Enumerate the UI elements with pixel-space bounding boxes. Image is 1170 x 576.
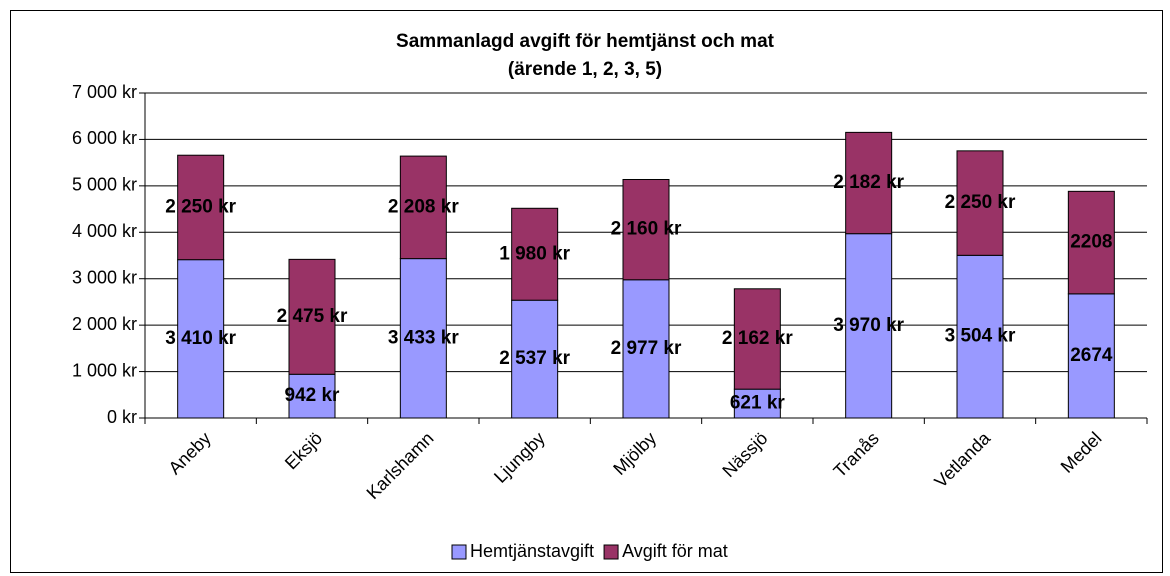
bar-segment: [733, 288, 781, 390]
y-tick-label: 4 000 kr: [72, 221, 137, 241]
bar-segment: [1067, 190, 1115, 295]
value-label: 2 537 kr: [499, 348, 570, 369]
value-label: 621 kr: [730, 393, 786, 414]
chart-title: Sammanlagd avgift för hemtjänst och mat: [396, 31, 775, 52]
value-label: 2 977 kr: [611, 338, 682, 359]
bar-segment: [288, 258, 336, 375]
y-tick-label: 0 kr: [107, 407, 137, 427]
value-label: 2 475 kr: [277, 306, 348, 327]
value-label: 2 250 kr: [945, 192, 1016, 213]
y-tick-label: 5 000 kr: [72, 175, 137, 195]
value-label: 3 433 kr: [388, 327, 459, 348]
value-label: 2 208 kr: [388, 196, 459, 217]
value-label: 3 970 kr: [833, 315, 904, 336]
legend-label: Hemtjänstavgift: [470, 541, 594, 561]
bar-segment: [399, 258, 447, 419]
legend-swatch: [451, 544, 467, 560]
value-label: 3 504 kr: [945, 326, 1016, 347]
bar-segment: [1067, 293, 1115, 419]
chart-subtitle: (ärende 1, 2, 3, 5): [508, 59, 662, 80]
bar-segment: [511, 207, 559, 301]
value-label: 2 162 kr: [722, 328, 793, 349]
bar-segment: [622, 279, 670, 419]
y-tick-label: 3 000 kr: [72, 267, 137, 287]
value-label: 2674: [1070, 345, 1113, 366]
value-label: 1 980 kr: [499, 243, 570, 264]
bar-segment: [399, 155, 447, 260]
y-tick-label: 6 000 kr: [72, 128, 137, 148]
legend-swatch: [603, 544, 619, 560]
bar-segment: [622, 178, 670, 281]
value-label: 942 kr: [285, 385, 341, 406]
y-tick-label: 2 000 kr: [72, 314, 137, 334]
bar-segment: [733, 388, 781, 419]
y-tick-label: 7 000 kr: [72, 82, 137, 102]
value-label: 3 410 kr: [165, 328, 236, 349]
value-label: 2 182 kr: [833, 172, 904, 193]
value-label: 2 250 kr: [165, 196, 236, 217]
bar-segment: [956, 150, 1004, 256]
bar-segment: [845, 131, 893, 235]
legend-label: Avgift för mat: [622, 541, 728, 561]
value-label: 2208: [1070, 232, 1112, 253]
value-label: 2 160 kr: [611, 219, 682, 240]
bar-segment: [177, 259, 225, 419]
bar-segment: [177, 154, 225, 261]
bar-segment: [956, 254, 1004, 419]
bar-segment: [845, 233, 893, 419]
y-tick-label: 1 000 kr: [72, 360, 137, 380]
bar-segment: [288, 373, 336, 419]
